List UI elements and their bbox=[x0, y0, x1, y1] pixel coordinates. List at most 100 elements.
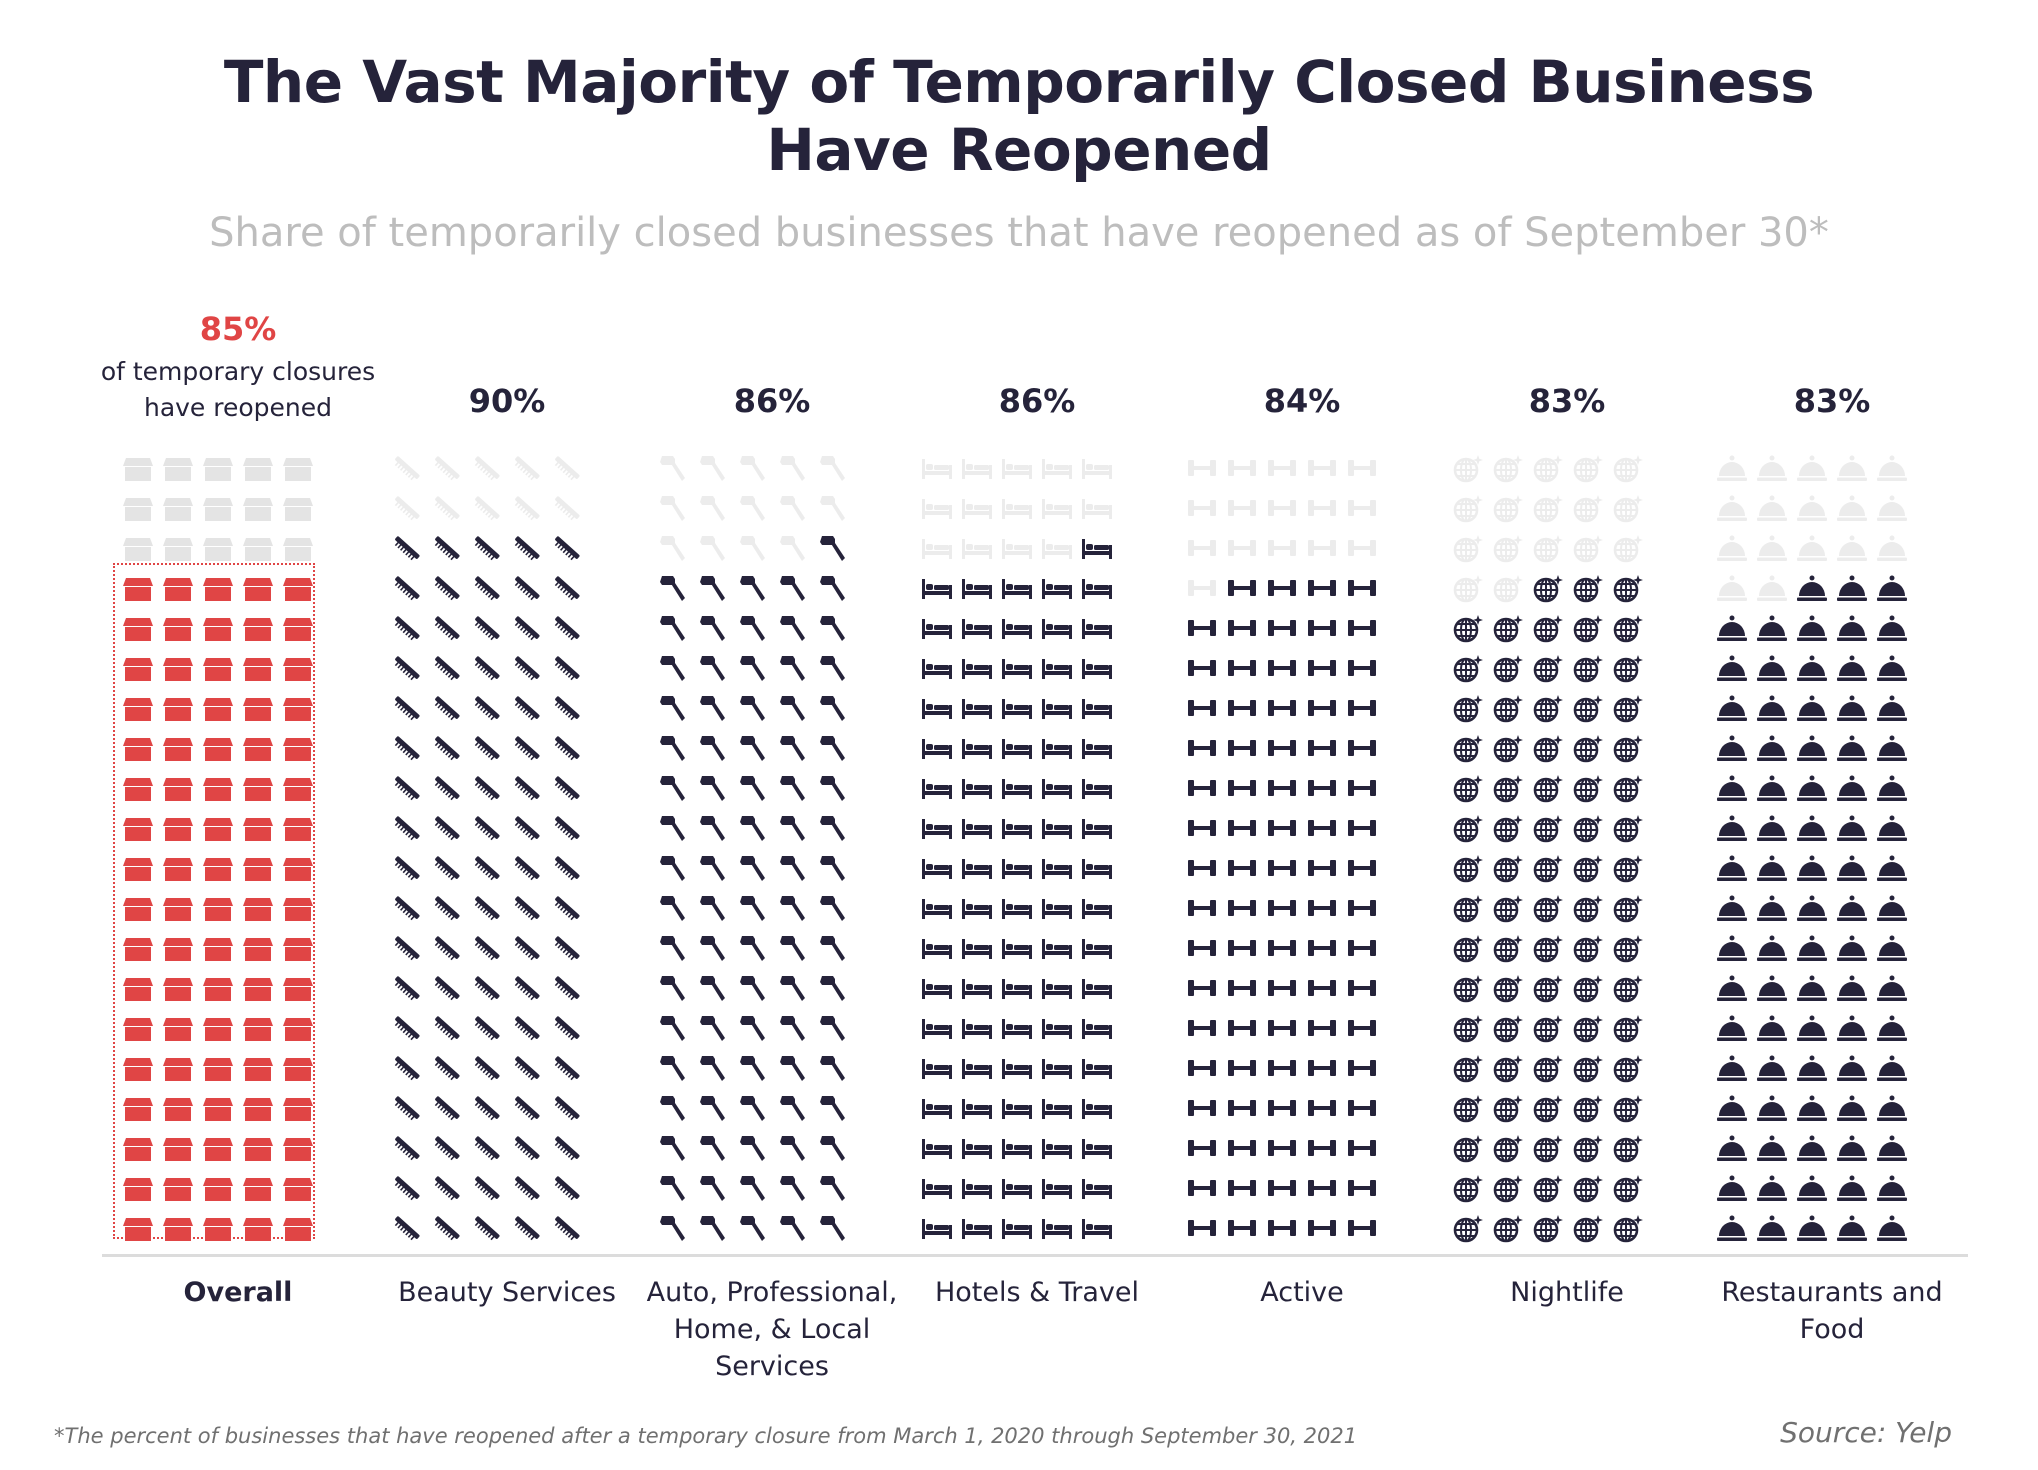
storefront-icon-glyph bbox=[203, 698, 233, 721]
storefront-icon-glyph bbox=[203, 738, 233, 761]
bed-icon-glyph bbox=[1042, 1139, 1072, 1159]
comb-icon-glyph bbox=[394, 616, 420, 641]
hammer-icon bbox=[652, 888, 692, 928]
cloche-icon-glyph bbox=[1877, 735, 1907, 761]
comb-icon bbox=[467, 808, 507, 848]
comb-icon bbox=[507, 888, 547, 928]
dumbbell-icon bbox=[1342, 1208, 1382, 1248]
bed-icon bbox=[917, 808, 957, 848]
dumbbell-icon-glyph bbox=[1308, 540, 1336, 556]
dumbbell-icon bbox=[1302, 1128, 1342, 1168]
cloche-icon-glyph bbox=[1837, 1135, 1867, 1161]
storefront-icon bbox=[278, 648, 318, 688]
hammer-icon bbox=[692, 448, 732, 488]
cloche-icon bbox=[1712, 608, 1752, 648]
storefront-icon bbox=[278, 688, 318, 728]
storefront-icon bbox=[158, 1008, 198, 1048]
hammer-icon-glyph bbox=[700, 856, 725, 881]
cloche-icon bbox=[1752, 568, 1792, 608]
dumbbell-icon-glyph bbox=[1188, 1220, 1216, 1236]
comb-icon bbox=[467, 528, 507, 568]
cloche-icon-glyph bbox=[1717, 535, 1747, 561]
disco-ball-icon bbox=[1487, 568, 1527, 608]
cloche-icon-glyph bbox=[1837, 575, 1867, 601]
storefront-icon bbox=[118, 728, 158, 768]
disco-ball-icon bbox=[1527, 1128, 1567, 1168]
dumbbell-icon-glyph bbox=[1188, 1020, 1216, 1036]
cloche-icon bbox=[1752, 528, 1792, 568]
dumbbell-icon-glyph bbox=[1188, 1140, 1216, 1156]
hammer-icon bbox=[812, 568, 852, 608]
disco-ball-icon bbox=[1567, 648, 1607, 688]
dumbbell-icon-glyph bbox=[1228, 740, 1256, 756]
hammer-icon-glyph bbox=[740, 1016, 765, 1041]
storefront-icon bbox=[118, 648, 158, 688]
comb-icon bbox=[547, 448, 587, 488]
storefront-icon bbox=[278, 968, 318, 1008]
bed-icon bbox=[1077, 528, 1117, 568]
disco-ball-icon bbox=[1447, 1208, 1487, 1248]
comb-icon bbox=[547, 1048, 587, 1088]
comb-icon bbox=[547, 688, 587, 728]
bed-icon bbox=[1077, 1168, 1117, 1208]
hammer-icon-glyph bbox=[700, 456, 725, 481]
comb-icon bbox=[507, 968, 547, 1008]
hammer-icon bbox=[812, 928, 852, 968]
cloche-icon bbox=[1872, 848, 1912, 888]
dumbbell-icon-glyph bbox=[1308, 980, 1336, 996]
hammer-icon-glyph bbox=[780, 456, 805, 481]
disco-ball-icon bbox=[1607, 768, 1647, 808]
disco-ball-icon-glyph bbox=[1613, 695, 1643, 723]
disco-ball-icon-glyph bbox=[1493, 655, 1523, 683]
bed-icon bbox=[957, 848, 997, 888]
storefront-icon-glyph bbox=[123, 858, 153, 881]
bed-icon bbox=[997, 888, 1037, 928]
disco-ball-icon-glyph bbox=[1533, 695, 1563, 723]
disco-ball-icon bbox=[1447, 1008, 1487, 1048]
storefront-icon bbox=[158, 1088, 198, 1128]
disco-ball-icon bbox=[1447, 928, 1487, 968]
dumbbell-icon bbox=[1342, 528, 1382, 568]
chart-title: The Vast Majority of Temporarily Closed … bbox=[0, 48, 2038, 184]
cloche-icon bbox=[1712, 808, 1752, 848]
dumbbell-icon-glyph bbox=[1228, 940, 1256, 956]
disco-ball-icon-glyph bbox=[1453, 855, 1483, 883]
hammer-icon-glyph bbox=[780, 576, 805, 601]
storefront-icon bbox=[158, 608, 198, 648]
cloche-icon-glyph bbox=[1797, 815, 1827, 841]
hammer-icon bbox=[772, 1128, 812, 1168]
disco-ball-icon-glyph bbox=[1573, 455, 1603, 483]
cloche-icon-glyph bbox=[1757, 1015, 1787, 1041]
disco-ball-icon-glyph bbox=[1453, 495, 1483, 523]
hammer-icon-glyph bbox=[700, 1176, 725, 1201]
hammer-icon-glyph bbox=[700, 896, 725, 921]
cloche-icon-glyph bbox=[1797, 655, 1827, 681]
comb-icon bbox=[507, 848, 547, 888]
bed-icon-glyph bbox=[1082, 939, 1112, 959]
storefront-icon-glyph bbox=[203, 578, 233, 601]
dumbbell-icon bbox=[1222, 808, 1262, 848]
disco-ball-icon-glyph bbox=[1453, 455, 1483, 483]
storefront-icon-glyph bbox=[203, 618, 233, 641]
cloche-icon bbox=[1792, 1168, 1832, 1208]
storefront-icon-glyph bbox=[123, 538, 153, 561]
disco-ball-icon-glyph bbox=[1493, 535, 1523, 563]
hammer-icon-glyph bbox=[660, 736, 685, 761]
disco-ball-icon bbox=[1447, 568, 1487, 608]
hammer-icon bbox=[772, 488, 812, 528]
hammer-icon bbox=[732, 528, 772, 568]
comb-icon-glyph bbox=[394, 776, 420, 801]
dumbbell-icon-glyph bbox=[1348, 860, 1376, 876]
hammer-icon-glyph bbox=[820, 1176, 845, 1201]
dumbbell-icon bbox=[1222, 888, 1262, 928]
cloche-icon-glyph bbox=[1837, 855, 1867, 881]
cloche-icon bbox=[1752, 608, 1792, 648]
cloche-icon-glyph bbox=[1757, 815, 1787, 841]
comb-icon-glyph bbox=[514, 1176, 540, 1201]
cloche-icon bbox=[1712, 568, 1752, 608]
comb-icon-glyph bbox=[394, 976, 420, 1001]
cloche-icon bbox=[1832, 448, 1872, 488]
disco-ball-icon-glyph bbox=[1533, 1055, 1563, 1083]
bed-icon bbox=[917, 848, 957, 888]
storefront-icon bbox=[238, 608, 278, 648]
